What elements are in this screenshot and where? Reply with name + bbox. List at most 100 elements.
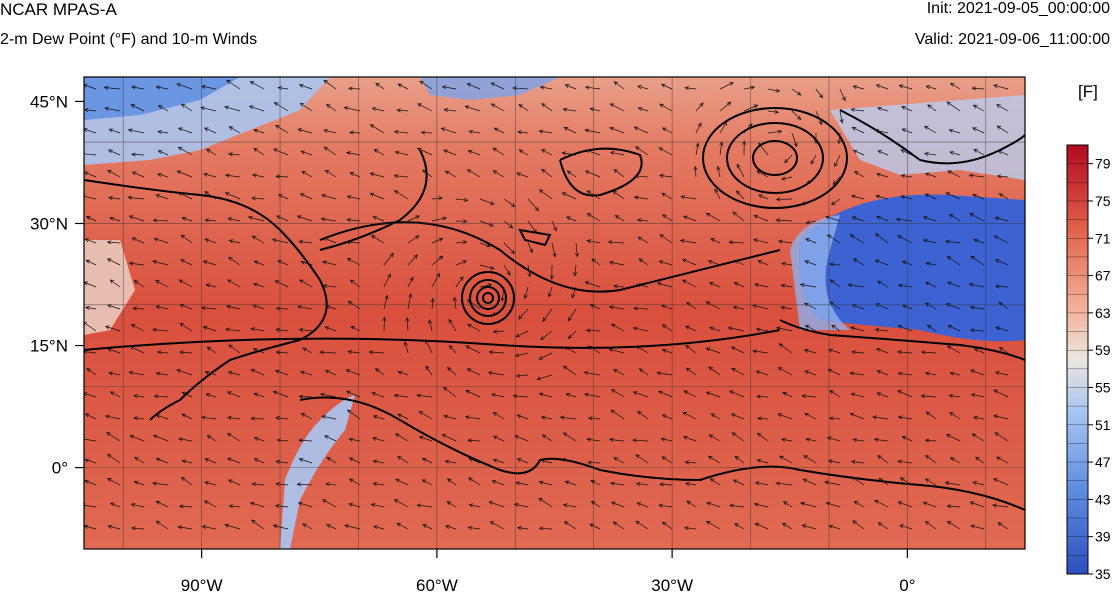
- wind-arrowhead: [370, 235, 376, 240]
- wind-arrow: [224, 106, 241, 112]
- wind-arrow: [519, 149, 529, 156]
- wind-arrowhead: [298, 457, 304, 462]
- wind-arrow: [372, 216, 385, 222]
- wind-arrow: [106, 432, 121, 442]
- wind-arrow: [729, 241, 745, 244]
- wind-arrow: [156, 414, 169, 420]
- wind-arrow: [973, 148, 985, 156]
- wind-arrow: [538, 352, 553, 360]
- wind-arrow: [589, 523, 601, 530]
- wind-arrow: [662, 349, 673, 354]
- wind-arrow: [791, 88, 801, 96]
- lat-tick-label: 45°N: [30, 92, 68, 111]
- wind-arrowhead: [326, 104, 331, 109]
- wind-arrowhead: [464, 105, 470, 110]
- wind-arrowhead: [974, 456, 980, 461]
- wind-arrowhead: [584, 128, 590, 133]
- wind-arrow: [947, 345, 961, 354]
- wind-arrow: [610, 409, 625, 420]
- wind-arrow: [563, 504, 577, 508]
- wind-arrow: [753, 215, 769, 222]
- wind-arrow: [108, 149, 121, 156]
- wind-arrowhead: [925, 172, 930, 177]
- wind-arrowhead: [775, 481, 781, 486]
- wind-arrowhead: [468, 129, 473, 134]
- wind-arrow: [585, 129, 601, 134]
- wind-arrow: [636, 284, 649, 288]
- wind-arrowhead: [467, 438, 472, 443]
- wind-arrow: [826, 502, 841, 508]
- wind-arrowhead: [492, 147, 498, 152]
- wind-arrow: [538, 497, 553, 508]
- wind-arrowhead: [638, 258, 644, 263]
- wind-arrow: [489, 501, 505, 508]
- wind-arrow: [181, 477, 193, 486]
- wind-arrow: [970, 306, 985, 310]
- wind-arrow: [992, 504, 1009, 508]
- wind-arrowhead: [540, 149, 546, 153]
- wind-arrowhead: [133, 480, 139, 485]
- wind-arrow: [176, 369, 193, 376]
- wind-arrowhead: [683, 390, 689, 395]
- wind-arrow: [397, 413, 409, 420]
- wind-arrow: [757, 432, 769, 442]
- wind-arrowhead: [897, 283, 903, 288]
- wind-arrow: [253, 348, 265, 354]
- wind-arrowhead: [128, 215, 134, 220]
- wind-arrowhead: [733, 282, 739, 286]
- wind-arrowhead: [695, 142, 700, 148]
- wind-arrowhead: [369, 172, 375, 177]
- wind-arrow: [898, 372, 913, 376]
- wind-arrow: [178, 192, 193, 200]
- wind-arrowhead: [428, 319, 433, 325]
- wind-arrow: [178, 127, 193, 134]
- wind-arrow: [107, 348, 121, 354]
- wind-arrowhead: [586, 437, 591, 442]
- wind-arrowhead: [389, 252, 394, 258]
- wind-arrowhead: [500, 297, 505, 302]
- wind-arrow: [637, 502, 649, 508]
- wind-arrowhead: [493, 127, 499, 132]
- wind-arrowhead: [298, 327, 304, 333]
- wind-arrow: [791, 110, 801, 120]
- wind-arrow: [970, 329, 985, 332]
- wind-arrowhead: [920, 350, 926, 355]
- wind-arrow: [347, 409, 361, 420]
- wind-arrowhead: [875, 194, 881, 199]
- wind-arrow: [407, 277, 414, 288]
- wind-arrow: [708, 260, 721, 266]
- wind-arrow: [320, 393, 337, 398]
- wind-arrowhead: [253, 458, 259, 462]
- wind-arrowhead: [227, 370, 233, 375]
- wind-arrowhead: [397, 83, 403, 88]
- wind-arrowhead: [512, 394, 518, 399]
- wind-arrow: [156, 520, 169, 530]
- wind-arrow: [85, 413, 97, 420]
- wind-arrow: [872, 416, 889, 420]
- wind-arrow: [876, 84, 889, 90]
- wind-arrow: [685, 87, 697, 90]
- wind-arrowhead: [633, 306, 638, 311]
- wind-arrowhead: [487, 371, 493, 376]
- wind-arrow: [852, 127, 865, 134]
- wind-arrow: [176, 83, 193, 90]
- wind-arrow: [852, 216, 865, 222]
- wind-arrowhead: [155, 501, 161, 505]
- wind-arrow: [635, 175, 649, 178]
- wind-arrowhead: [393, 499, 399, 504]
- wind-arrow: [995, 371, 1009, 376]
- wind-arrow: [925, 281, 937, 288]
- wind-arrowhead: [826, 436, 832, 441]
- wind-arrow: [276, 483, 289, 486]
- wind-arrow: [178, 526, 193, 530]
- wind-arrow: [444, 109, 457, 112]
- wind-arrow: [878, 522, 889, 530]
- wind-arrow: [252, 304, 265, 310]
- wind-arrow: [588, 417, 601, 420]
- wind-arrow: [326, 524, 337, 530]
- wind-arrow: [877, 107, 889, 112]
- wind-arrowhead: [271, 238, 277, 243]
- wind-arrow: [298, 502, 313, 508]
- wind-arrow: [612, 190, 625, 200]
